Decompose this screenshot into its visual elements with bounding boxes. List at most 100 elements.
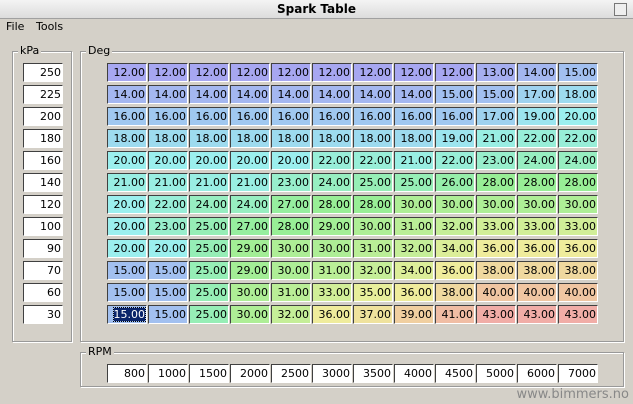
deg-cell[interactable]: 20.00	[558, 107, 598, 126]
deg-cell[interactable]: 12.00	[107, 63, 147, 82]
deg-cell[interactable]: 20.00	[148, 239, 188, 258]
deg-cell[interactable]: 20.00	[107, 151, 147, 170]
deg-cell[interactable]: 30.00	[230, 305, 270, 324]
deg-cell[interactable]: 30.00	[394, 195, 434, 214]
deg-cell[interactable]: 20.00	[189, 151, 229, 170]
deg-cell[interactable]: 25.00	[394, 173, 434, 192]
deg-cell[interactable]: 40.00	[558, 283, 598, 302]
rpm-input[interactable]: 1500	[189, 364, 229, 383]
deg-cell[interactable]: 33.00	[312, 283, 352, 302]
deg-cell[interactable]: 12.00	[189, 63, 229, 82]
deg-cell[interactable]: 16.00	[312, 107, 352, 126]
kpa-input[interactable]: 225	[23, 85, 63, 104]
deg-cell[interactable]: 12.00	[312, 63, 352, 82]
deg-cell[interactable]: 20.00	[230, 151, 270, 170]
deg-cell[interactable]: 16.00	[189, 107, 229, 126]
deg-cell[interactable]: 28.00	[517, 173, 557, 192]
deg-cell[interactable]: 14.00	[230, 85, 270, 104]
deg-cell[interactable]: 30.00	[271, 239, 311, 258]
deg-cell[interactable]: 16.00	[107, 107, 147, 126]
deg-cell[interactable]: 15.00	[435, 85, 475, 104]
deg-cell[interactable]: 20.00	[107, 217, 147, 236]
deg-cell[interactable]: 15.00	[148, 261, 188, 280]
deg-cell[interactable]: 30.00	[271, 261, 311, 280]
deg-cell[interactable]: 14.00	[394, 85, 434, 104]
deg-cell[interactable]: 37.00	[353, 305, 393, 324]
deg-cell[interactable]: 14.00	[148, 85, 188, 104]
deg-cell[interactable]: 16.00	[394, 107, 434, 126]
deg-cell[interactable]: 28.00	[312, 195, 352, 214]
deg-cell[interactable]: 31.00	[271, 283, 311, 302]
menu-tools[interactable]: Tools	[36, 20, 64, 33]
deg-cell[interactable]: 30.00	[435, 195, 475, 214]
deg-cell[interactable]: 24.00	[230, 195, 270, 214]
deg-cell[interactable]: 14.00	[189, 85, 229, 104]
deg-cell[interactable]: 30.00	[312, 239, 352, 258]
deg-cell[interactable]: 18.00	[353, 129, 393, 148]
deg-cell[interactable]: 16.00	[230, 107, 270, 126]
deg-cell[interactable]: 25.00	[189, 261, 229, 280]
kpa-input[interactable]: 70	[23, 261, 63, 280]
deg-cell[interactable]: 15.00	[148, 305, 188, 324]
deg-cell[interactable]: 18.00	[394, 129, 434, 148]
deg-cell[interactable]: 25.00	[353, 173, 393, 192]
kpa-input[interactable]: 90	[23, 239, 63, 258]
deg-cell[interactable]: 30.00	[230, 283, 270, 302]
rpm-input[interactable]: 5000	[476, 364, 516, 383]
deg-cell[interactable]: 14.00	[107, 85, 147, 104]
deg-cell[interactable]: 25.00	[189, 217, 229, 236]
rpm-input[interactable]: 800	[107, 364, 147, 383]
deg-cell[interactable]: 32.00	[435, 217, 475, 236]
rpm-input[interactable]: 2500	[271, 364, 311, 383]
deg-cell[interactable]: 28.00	[353, 195, 393, 214]
deg-cell[interactable]: 15.00	[107, 261, 147, 280]
deg-cell[interactable]: 29.00	[230, 261, 270, 280]
kpa-input[interactable]: 30	[23, 305, 63, 324]
deg-cell[interactable]: 16.00	[271, 107, 311, 126]
deg-cell[interactable]: 17.00	[476, 107, 516, 126]
deg-cell[interactable]: 24.00	[517, 151, 557, 170]
deg-cell[interactable]: 36.00	[476, 239, 516, 258]
deg-cell[interactable]: 34.00	[435, 239, 475, 258]
deg-cell[interactable]: 22.00	[517, 129, 557, 148]
kpa-input[interactable]: 60	[23, 283, 63, 302]
deg-cell[interactable]: 24.00	[558, 151, 598, 170]
deg-cell[interactable]: 15.00	[558, 63, 598, 82]
kpa-input[interactable]: 200	[23, 107, 63, 126]
deg-cell[interactable]: 30.00	[517, 195, 557, 214]
deg-cell[interactable]: 38.00	[558, 261, 598, 280]
deg-cell[interactable]: 12.00	[230, 63, 270, 82]
deg-cell[interactable]: 20.00	[107, 195, 147, 214]
rpm-input[interactable]: 4000	[394, 364, 434, 383]
deg-cell[interactable]: 40.00	[517, 283, 557, 302]
deg-cell[interactable]: 28.00	[476, 173, 516, 192]
deg-cell[interactable]: 20.00	[271, 151, 311, 170]
deg-cell[interactable]: 23.00	[148, 217, 188, 236]
deg-cell[interactable]: 18.00	[230, 129, 270, 148]
deg-cell[interactable]: 16.00	[435, 107, 475, 126]
kpa-input[interactable]: 100	[23, 217, 63, 236]
deg-cell[interactable]: 28.00	[558, 173, 598, 192]
deg-cell[interactable]: 14.00	[353, 85, 393, 104]
rpm-input[interactable]: 6000	[517, 364, 557, 383]
deg-cell[interactable]: 33.00	[476, 217, 516, 236]
menu-file[interactable]: File	[6, 20, 25, 33]
deg-cell[interactable]: 25.00	[189, 239, 229, 258]
deg-cell[interactable]: 22.00	[312, 151, 352, 170]
deg-cell[interactable]: 22.00	[435, 151, 475, 170]
deg-cell[interactable]: 15.00	[476, 85, 516, 104]
deg-cell[interactable]: 38.00	[435, 283, 475, 302]
deg-cell[interactable]: 27.00	[271, 195, 311, 214]
deg-cell[interactable]: 23.00	[271, 173, 311, 192]
deg-cell[interactable]: 36.00	[312, 305, 352, 324]
deg-cell[interactable]: 14.00	[312, 85, 352, 104]
rpm-input[interactable]: 3000	[312, 364, 352, 383]
deg-cell[interactable]: 12.00	[353, 63, 393, 82]
deg-cell[interactable]: 36.00	[435, 261, 475, 280]
deg-cell[interactable]: 28.00	[271, 217, 311, 236]
deg-cell[interactable]: 30.00	[353, 217, 393, 236]
deg-cell[interactable]: 36.00	[558, 239, 598, 258]
deg-cell[interactable]: 18.00	[271, 129, 311, 148]
rpm-input[interactable]: 2000	[230, 364, 270, 383]
deg-cell[interactable]: 18.00	[107, 129, 147, 148]
